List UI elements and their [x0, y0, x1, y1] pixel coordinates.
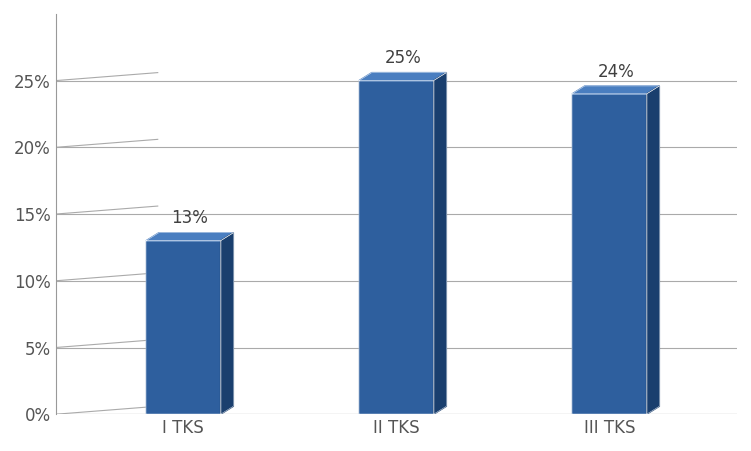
Polygon shape	[359, 81, 433, 414]
Polygon shape	[359, 73, 446, 81]
Polygon shape	[572, 86, 659, 94]
Polygon shape	[221, 233, 234, 414]
Polygon shape	[146, 241, 221, 414]
Text: 25%: 25%	[385, 49, 421, 67]
Polygon shape	[647, 86, 659, 414]
Polygon shape	[572, 94, 647, 414]
Polygon shape	[146, 233, 234, 241]
Text: 13%: 13%	[171, 209, 208, 227]
Polygon shape	[433, 73, 446, 414]
Text: 24%: 24%	[597, 63, 634, 81]
